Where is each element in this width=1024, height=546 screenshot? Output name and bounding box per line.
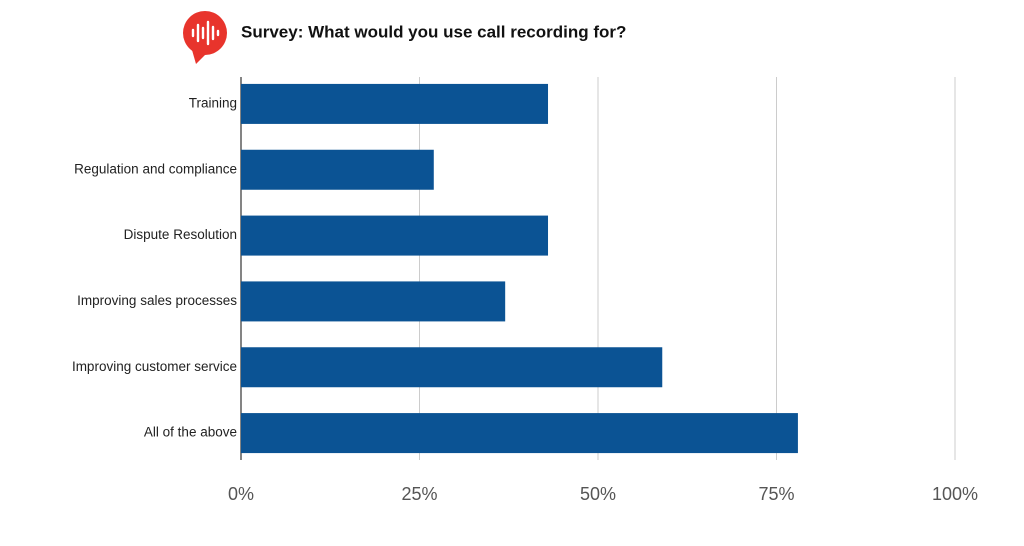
y-tick-label: Training	[189, 95, 237, 110]
x-tick-label: 50%	[580, 484, 616, 504]
bar	[241, 149, 434, 190]
y-tick-label: Improving customer service	[72, 359, 237, 374]
bar	[241, 413, 798, 454]
bar	[241, 83, 549, 124]
y-tick-label: Improving sales processes	[77, 293, 237, 308]
x-tick-label: 0%	[228, 484, 254, 504]
x-tick-label: 75%	[758, 484, 794, 504]
y-tick-label: Regulation and compliance	[74, 161, 237, 176]
bar	[241, 281, 506, 322]
x-tick-label: 25%	[401, 484, 437, 504]
x-tick-label: 100%	[932, 484, 978, 504]
bar	[241, 347, 663, 388]
bar	[241, 215, 549, 256]
chart-title: Survey: What would you use call recordin…	[241, 22, 626, 41]
y-tick-label: All of the above	[144, 425, 237, 440]
y-tick-label: Dispute Resolution	[124, 227, 237, 242]
logo-icon	[183, 11, 227, 64]
